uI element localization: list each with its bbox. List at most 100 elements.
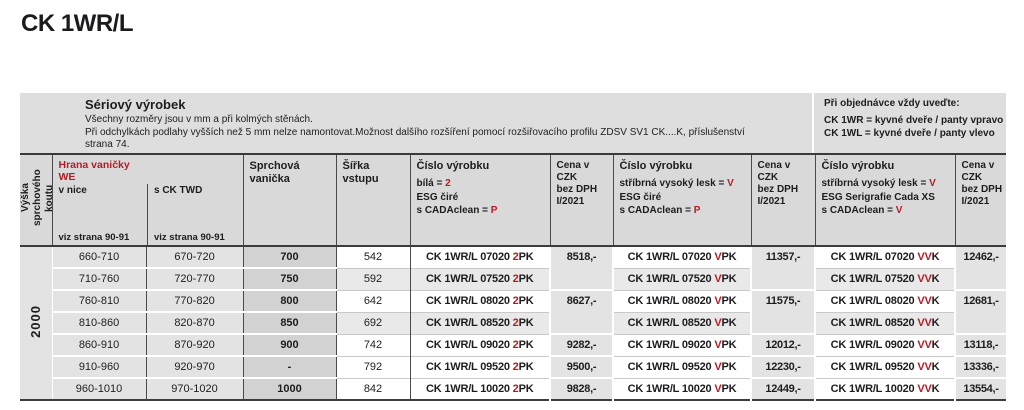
product-code-base: CK 1WR/L 08020	[426, 295, 513, 307]
v-nice-label: v nice	[58, 185, 87, 196]
price-header-line: I/2021	[757, 196, 786, 207]
product-code-suffix: PK	[721, 339, 737, 351]
cell-product-code: CK 1WR/L 08520 VVK	[814, 311, 955, 334]
cell-product-code: CK 1WR/L 10020 VPK	[612, 377, 751, 400]
col-header-price-1: Cena v CZK bez DPH I/2021	[549, 155, 613, 247]
cell-vanicka: -	[242, 355, 336, 378]
height-value-cell: 2000	[20, 246, 52, 400]
product-code-suffix: K	[931, 361, 940, 373]
product-code-suffix: K	[931, 295, 940, 307]
height-value: 2000	[28, 305, 44, 338]
cell-product-code: CK 1WR/L 07020 VVK	[814, 246, 955, 268]
cell-vanicka: 800	[242, 289, 336, 312]
cell-product-code: CK 1WR/L 09520 VVK	[814, 355, 955, 378]
cell-product-code: CK 1WR/L 09020 VPK	[612, 333, 751, 356]
cell-product-code: CK 1WR/L 07020 VPK	[612, 246, 751, 268]
product-code-variant: V	[714, 273, 722, 285]
product-code-suffix: PK	[518, 317, 534, 329]
hrana-title-text: Hrana vaničky	[58, 159, 130, 171]
viz-strana-ref: viz strana 90-91	[154, 232, 225, 243]
cell-price: 11357,-	[750, 246, 815, 290]
cell-product-code: CK 1WR/L 07520 VPK	[612, 267, 751, 290]
legend-line: ESG Serigrafie Cada XS	[821, 191, 935, 203]
cell-s-ck-twd: 970-1020	[145, 377, 243, 400]
cell-product-code: CK 1WR/L 10020 VVK	[814, 377, 955, 400]
hrana-subcolumns: v nice viz strana 90-91 s CK TWD viz str…	[53, 184, 243, 244]
product-code-suffix: K	[931, 339, 940, 351]
price-header-line: Cena v CZK	[556, 160, 590, 183]
col-header-sirka-vstupu: Šířka vstupu	[335, 155, 410, 247]
product-code-base: CK 1WR/L 07020	[627, 251, 715, 264]
product-code-variant: 2	[512, 361, 519, 373]
cell-product-code: CK 1WR/L 09520 VPK	[612, 355, 751, 378]
legend-text: s CADAclean =	[416, 205, 491, 216]
cislo-vyrobku-label: Číslo výrobku	[619, 160, 693, 172]
cell-price: 12230,-	[750, 355, 815, 378]
cell-price: 9828,-	[549, 377, 613, 400]
table-body: 2000 660-710 670-720 700 542 CK 1WR/L 07020 2…	[20, 246, 1006, 400]
product-code-variant: VV	[917, 339, 932, 351]
legend-code-red: V	[727, 178, 734, 189]
product-code-base: CK 1WR/L 09520	[426, 361, 513, 373]
product-code-suffix: PK	[721, 251, 737, 264]
height-column-label: Výška sprchového koutu	[20, 169, 52, 226]
cell-vanicka: 700	[242, 246, 336, 268]
table-row: 860-910 870-920 900 742 CK 1WR/L 09020 2PK 92…	[20, 333, 1006, 356]
col-header-price-3: Cena v CZK bez DPH I/2021	[954, 155, 1006, 247]
product-code-base: CK 1WR/L 09020	[830, 339, 918, 351]
col-header-price-2: Cena v CZK bez DPH I/2021	[750, 155, 815, 247]
info-line: Všechny rozměry jsou v mm a při kolmých …	[85, 114, 313, 125]
product-code-suffix: PK	[518, 251, 534, 264]
product-code-base: CK 1WR/L 10020	[627, 382, 715, 395]
product-code-suffix: K	[931, 251, 940, 264]
product-code-variant: VV	[917, 273, 932, 285]
product-code-base: CK 1WR/L 09020	[426, 339, 513, 351]
cell-price: 12449,-	[750, 377, 815, 400]
product-code-suffix: PK	[721, 273, 737, 285]
order-note-line: CK 1WR = kyvné dveře / panty vpravo	[824, 115, 1004, 126]
cell-v-nice: 710-760	[51, 267, 146, 290]
col-header-code-silver: Číslo výrobku stříbrná vysoký lesk = V E…	[612, 155, 751, 247]
product-code-variant: V	[714, 251, 722, 264]
product-code-base: CK 1WR/L 08520	[426, 317, 513, 329]
product-code-base: CK 1WR/L 08020	[830, 295, 918, 307]
cell-vanicka: 900	[242, 333, 336, 356]
page-title: CK 1WR/L	[21, 10, 134, 37]
product-code-variant: VV	[917, 317, 932, 329]
product-code-variant: 2	[512, 382, 519, 395]
price-header-line: I/2021	[556, 196, 585, 207]
product-code-variant: 2	[512, 339, 519, 351]
cell-price: 8518,-	[549, 246, 613, 290]
product-code-variant: 2	[512, 317, 519, 329]
legend-text: stříbrná vysoký lesk =	[619, 178, 728, 189]
product-code-base: CK 1WR/L 09020	[627, 339, 715, 351]
legend-line: ESG čiré	[619, 191, 662, 203]
product-code-suffix: PK	[721, 361, 737, 373]
sprchova-vanicka-label: Sprchová vanička	[249, 160, 300, 185]
product-code-variant: 2	[512, 273, 519, 285]
cell-product-code: CK 1WR/L 09520 2PK	[409, 355, 550, 378]
product-code-suffix: PK	[518, 295, 534, 307]
price-table: Výška sprchového koutu Hrana vaničky WE …	[20, 155, 1006, 401]
legend-text: bílá =	[416, 178, 446, 189]
table-row: 710-760 720-770 750 592 CK 1WR/L 07520 2PK CK…	[20, 267, 1006, 290]
product-code-base: CK 1WR/L 07520	[830, 273, 918, 285]
cell-v-nice: 860-910	[51, 333, 146, 356]
order-note-line: CK 1WL = kyvné dveře / panty vlevo	[824, 127, 995, 139]
cell-s-ck-twd: 920-970	[145, 355, 243, 378]
cell-v-nice: 960-1010	[51, 377, 146, 400]
product-code-suffix: PK	[518, 382, 534, 395]
product-code-suffix: K	[931, 382, 940, 395]
cell-product-code: CK 1WR/L 10020 2PK	[409, 377, 550, 400]
cell-vanicka: 1000	[242, 377, 336, 400]
product-code-suffix: K	[931, 273, 940, 285]
cell-product-code: CK 1WR/L 07520 VVK	[814, 267, 955, 290]
cell-price: 13336,-	[954, 355, 1006, 378]
legend-text: s CADAclean =	[821, 205, 896, 216]
product-code-variant: V	[714, 339, 722, 351]
product-code-base: CK 1WR/L 08520	[830, 317, 918, 329]
product-code-variant: 2	[512, 295, 519, 307]
cell-product-code: CK 1WR/L 08520 2PK	[409, 311, 550, 334]
col-header-hrana-vanicky: Hrana vaničky WE v nice viz strana 90-91…	[51, 155, 243, 247]
